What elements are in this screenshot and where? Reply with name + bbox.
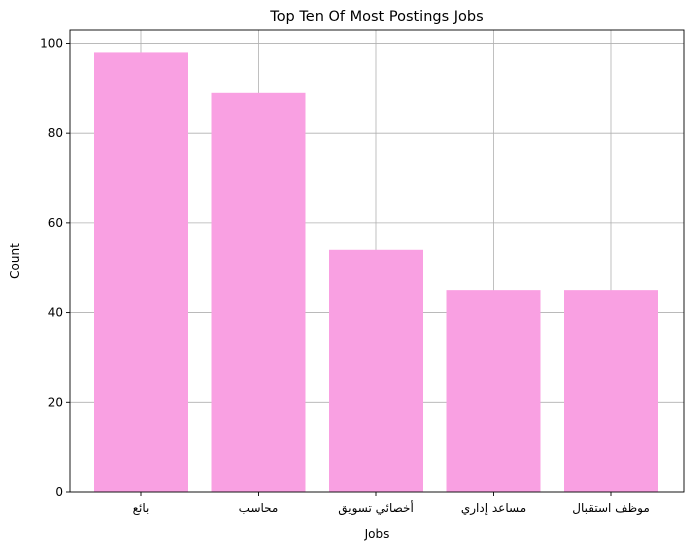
x-tick-label: مساعد إداري — [461, 501, 526, 516]
bar — [564, 290, 658, 492]
x-axis: بائع محاسب أخصائي تسويق مساعد إداري موظف است… — [133, 492, 650, 516]
y-tick-label: 60 — [48, 216, 63, 230]
bar — [211, 92, 306, 493]
y-tick-label: 80 — [48, 126, 63, 140]
bar — [94, 52, 188, 492]
y-axis-label: Count — [8, 243, 22, 279]
x-tick-label: بائع — [133, 501, 150, 515]
x-tick-label: أخصائي تسويق — [338, 500, 414, 516]
y-axis: 0 20 40 60 80 100 — [40, 36, 70, 499]
chart-title: Top Ten Of Most Postings Jobs — [269, 9, 483, 25]
y-tick-label: 40 — [48, 306, 63, 320]
x-tick-label: موظف استقبال — [572, 501, 650, 516]
x-axis-label: Jobs — [364, 527, 390, 541]
bar — [329, 249, 423, 492]
y-tick-label: 20 — [48, 395, 63, 409]
plot-frame — [69, 29, 685, 493]
bar — [446, 290, 541, 492]
bars-layer — [94, 52, 658, 493]
y-tick-label: 100 — [40, 36, 63, 50]
x-tick-label: محاسب — [239, 501, 279, 515]
y-tick-label: 0 — [55, 485, 63, 499]
